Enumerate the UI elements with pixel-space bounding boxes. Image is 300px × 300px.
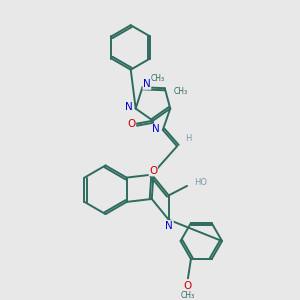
- Text: O: O: [127, 118, 135, 129]
- Text: H: H: [185, 134, 191, 143]
- Text: HO: HO: [194, 178, 207, 188]
- Text: CH₃: CH₃: [151, 74, 165, 83]
- Text: N: N: [143, 79, 151, 89]
- Text: N: N: [165, 220, 173, 231]
- Text: N: N: [152, 124, 160, 134]
- Text: N: N: [125, 102, 133, 112]
- Text: O: O: [184, 281, 192, 291]
- Text: CH₃: CH₃: [174, 87, 188, 96]
- Text: CH₃: CH₃: [181, 291, 195, 300]
- Text: O: O: [149, 166, 158, 176]
